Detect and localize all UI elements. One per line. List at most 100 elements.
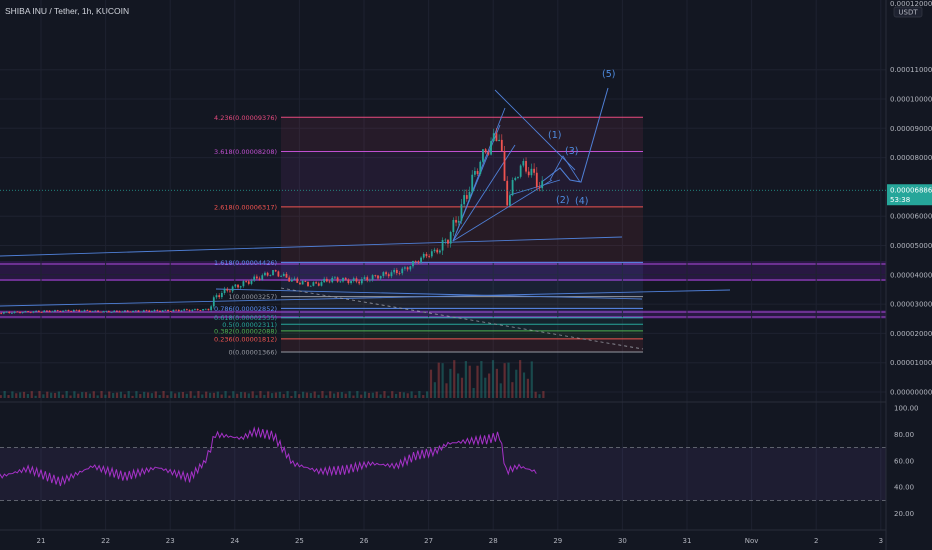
- candle-body: [527, 171, 530, 176]
- candle-body: [506, 180, 509, 206]
- time-tick-label: 26: [360, 537, 369, 545]
- candle-body: [452, 219, 455, 233]
- volume-bar: [375, 391, 378, 398]
- volume-bar: [123, 394, 126, 398]
- candle-body: [299, 282, 301, 285]
- volume-bar: [270, 393, 274, 398]
- candle-body: [315, 282, 317, 284]
- volume-bar: [131, 395, 134, 398]
- candle-body: [503, 151, 506, 181]
- candle-body: [282, 273, 285, 277]
- candle-body: [229, 290, 231, 292]
- price-tick-label: 0.00012000: [890, 0, 932, 8]
- candle-body: [347, 279, 350, 284]
- candle-body: [105, 311, 108, 312]
- candle-body: [533, 168, 536, 173]
- candle-body: [239, 286, 242, 288]
- candle-body: [153, 309, 156, 312]
- candle-countdown: 53:38: [890, 196, 910, 204]
- rsi-tick-label: 60.00: [894, 457, 914, 465]
- volume-bar: [108, 391, 111, 398]
- candle-body: [145, 310, 148, 312]
- background-zones: [0, 261, 886, 319]
- candle-body: [492, 133, 495, 142]
- fib-level-label: 1(0.00003257): [229, 293, 278, 301]
- candle-body: [29, 311, 32, 313]
- candle-body: [169, 311, 172, 312]
- volume-bar: [344, 393, 347, 398]
- candle-body: [64, 309, 67, 311]
- candle-body: [430, 251, 433, 257]
- candle-body: [457, 220, 460, 223]
- candle-body: [207, 308, 210, 311]
- candle-body: [323, 278, 326, 283]
- candle-body: [336, 277, 339, 282]
- price-tick-label: 0.00003000: [890, 301, 932, 309]
- candle-body: [253, 276, 256, 281]
- candle-body: [40, 312, 43, 313]
- volume-bar: [119, 391, 123, 398]
- volume-bar: [495, 368, 498, 398]
- candle-body: [99, 311, 102, 313]
- candle-body: [32, 311, 35, 313]
- candle-body: [196, 308, 199, 311]
- price-tick-label: 0.00004000: [890, 271, 932, 279]
- candle-body: [264, 272, 266, 276]
- volume-bar: [507, 362, 510, 398]
- candle-body: [164, 309, 167, 311]
- candle-body: [301, 281, 304, 285]
- wave-label: (5): [602, 69, 615, 80]
- volume-bar: [526, 378, 529, 398]
- volume-bar: [69, 395, 72, 398]
- volume-bar: [255, 395, 258, 398]
- wave-path: [549, 155, 581, 183]
- volume-bar: [538, 394, 541, 398]
- candle-body: [234, 284, 237, 287]
- candle-body: [266, 272, 269, 276]
- candle-body: [89, 310, 91, 313]
- volume-bar: [364, 391, 367, 398]
- candle-body: [94, 310, 97, 312]
- volume-bar: [464, 361, 467, 398]
- candle-body: [379, 276, 382, 279]
- volume-bar: [301, 391, 305, 398]
- candle-body: [406, 267, 409, 270]
- time-axis[interactable]: 21 22 23 24 25 26 27 28 29 30 31 Nov 2 3: [37, 537, 883, 545]
- volume-bar: [515, 369, 518, 398]
- candle-body: [428, 256, 431, 258]
- time-tick-label: 3: [879, 537, 883, 545]
- fib-band: [281, 151, 643, 207]
- candle-body: [355, 278, 358, 282]
- candle-body: [377, 275, 379, 279]
- volume-bar: [150, 393, 154, 398]
- volume-bar: [445, 383, 448, 398]
- volume-bar: [356, 391, 359, 398]
- volume-bar: [309, 393, 312, 398]
- fib-level-label: 0.786(0.00002852): [214, 305, 277, 313]
- price-axis-bg: [886, 0, 932, 550]
- candle-body: [412, 260, 414, 267]
- candle-body: [449, 232, 452, 244]
- candle-body: [285, 273, 288, 278]
- candle-body: [261, 275, 264, 280]
- volume-bar: [177, 392, 181, 398]
- volume-bar: [263, 394, 266, 398]
- candle-body: [463, 195, 466, 205]
- volume-bar: [352, 395, 355, 398]
- volume-bar: [321, 391, 324, 398]
- fib-level-label: 3.618(0.00008208): [214, 148, 277, 156]
- rsi-line: [0, 426, 537, 487]
- fib-band: [281, 296, 643, 309]
- fibonacci-levels: 4.236(0.00009376) 3.618(0.00008208) 2.618(…: [214, 114, 643, 356]
- volume-bar: [139, 394, 142, 398]
- candle-body: [517, 176, 519, 178]
- candle-body: [110, 312, 113, 313]
- candle-body: [393, 269, 396, 273]
- candle-body: [67, 309, 70, 312]
- fib-level-label: 1.618(0.00004426): [214, 259, 277, 267]
- volume-bar: [499, 383, 502, 398]
- symbol-title[interactable]: SHIBA INU / Tether, 1h, KUCOIN: [5, 6, 130, 16]
- candle-body: [194, 308, 196, 310]
